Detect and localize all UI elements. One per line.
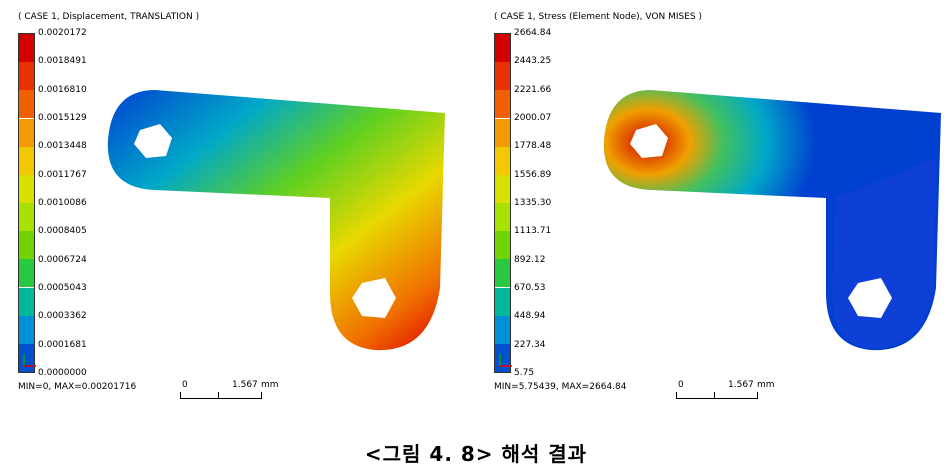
legend-tick-label: 1113.71 xyxy=(514,226,552,237)
scale-value: 1.567 xyxy=(728,380,754,390)
legend-swatch xyxy=(19,203,34,232)
scale-zero: 0 xyxy=(182,380,188,390)
legend-swatch xyxy=(495,174,510,203)
scale-unit: mm xyxy=(757,380,775,390)
legend-tick-label: 0.0018491 xyxy=(38,56,87,67)
displacement-title: ( CASE 1, Displacement, TRANSLATION ) xyxy=(18,12,200,22)
legend-tick-label: 0.0003362 xyxy=(38,311,87,322)
legend-tick-label: 2443.25 xyxy=(514,56,552,67)
legend-swatch xyxy=(495,315,510,344)
legend-tick-label: 0.0001681 xyxy=(38,339,87,350)
legend-swatch xyxy=(19,118,34,147)
legend-swatch xyxy=(19,343,34,372)
legend-tick-label: 0.0008405 xyxy=(38,226,87,237)
legend-swatch xyxy=(19,287,34,316)
legend-swatch xyxy=(19,146,34,175)
displacement-color-bar xyxy=(18,33,35,373)
legend-tick-label: 0.0020172 xyxy=(38,28,87,38)
legend-tick-label: 5.75 xyxy=(514,368,535,378)
legend-swatch xyxy=(19,231,34,260)
legend-swatch xyxy=(19,174,34,203)
legend-tick-label: 2664.84 xyxy=(514,28,552,38)
legend-swatch xyxy=(495,146,510,175)
legend-tick-label: 0.0000000 xyxy=(38,368,87,378)
legend-swatch xyxy=(495,34,510,63)
legend-swatch xyxy=(495,259,510,288)
stress-panel: ( CASE 1, Stress (Element Node), VON MIS… xyxy=(476,0,952,410)
legend-tick-label: 0.0006724 xyxy=(38,254,87,265)
legend-swatch xyxy=(19,90,34,119)
legend-tick-label: 2221.66 xyxy=(514,84,552,95)
figure-caption: <그림 4. 8> 해석 결과 xyxy=(364,442,588,466)
scale-bar: 0 1.567 mm xyxy=(180,380,300,402)
displacement-minmax: MIN=0, MAX=0.00201716 xyxy=(18,382,137,392)
legend-swatch xyxy=(495,203,510,232)
legend-tick-label: 1556.89 xyxy=(514,169,552,180)
axis-triad-icon xyxy=(496,350,516,370)
legend-tick-label: 0.0010086 xyxy=(38,198,87,208)
stress-model xyxy=(596,78,946,368)
legend-swatch xyxy=(495,62,510,91)
axis-triad-icon xyxy=(20,350,40,370)
legend-swatch xyxy=(19,34,34,63)
scale-bar: 0 1.567 mm xyxy=(676,380,796,402)
legend-tick-label: 448.94 xyxy=(514,311,546,322)
legend-tick-label: 0.0005043 xyxy=(38,283,87,293)
legend-tick-label: 0.0011767 xyxy=(38,169,87,180)
legend-swatch xyxy=(495,287,510,316)
legend-tick-label: 2000.07 xyxy=(514,113,552,123)
legend-swatch xyxy=(495,231,510,260)
legend-swatch xyxy=(19,315,34,344)
legend-tick-label: 670.53 xyxy=(514,283,546,293)
legend-swatch xyxy=(19,62,34,91)
legend-tick-label: 227.34 xyxy=(514,339,546,350)
legend-tick-label: 892.12 xyxy=(514,254,546,265)
stress-title: ( CASE 1, Stress (Element Node), VON MIS… xyxy=(494,12,702,22)
legend-tick-label: 0.0016810 xyxy=(38,84,87,95)
legend-tick-label: 0.0015129 xyxy=(38,113,87,123)
legend-swatch xyxy=(495,90,510,119)
legend-tick-label: 0.0013448 xyxy=(38,141,87,152)
stress-color-bar xyxy=(494,33,511,373)
displacement-model xyxy=(100,78,450,368)
legend-tick-label: 1778.48 xyxy=(514,141,552,152)
legend-swatch xyxy=(495,118,510,147)
stress-minmax: MIN=5.75439, MAX=2664.84 xyxy=(494,382,627,392)
scale-value: 1.567 xyxy=(232,380,258,390)
legend-tick-label: 1335.30 xyxy=(514,198,552,208)
scale-unit: mm xyxy=(261,380,279,390)
scale-zero: 0 xyxy=(678,380,684,390)
legend-swatch xyxy=(19,259,34,288)
displacement-panel: ( CASE 1, Displacement, TRANSLATION ) 0.… xyxy=(0,0,476,410)
legend-swatch xyxy=(495,343,510,372)
